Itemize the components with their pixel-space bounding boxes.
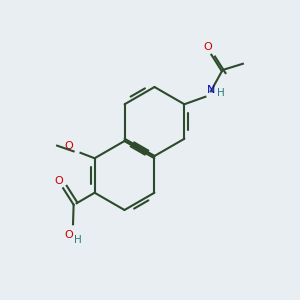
Text: H: H (217, 88, 224, 98)
Text: O: O (65, 230, 74, 240)
Text: O: O (65, 141, 74, 151)
Text: H: H (74, 235, 82, 245)
Text: O: O (203, 42, 212, 52)
Text: O: O (54, 176, 63, 186)
Text: N: N (207, 85, 215, 95)
